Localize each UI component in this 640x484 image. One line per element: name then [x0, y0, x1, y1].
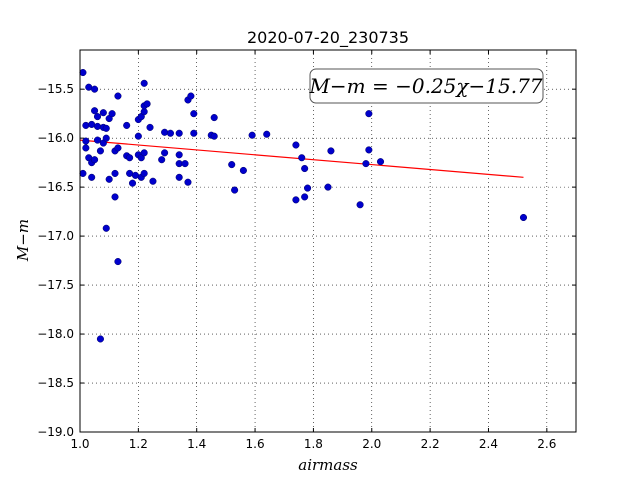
data-point: [91, 107, 99, 115]
data-point: [184, 178, 192, 186]
data-point: [298, 154, 306, 162]
data-point: [79, 68, 87, 77]
data-point: [161, 128, 169, 136]
data-point: [175, 129, 183, 137]
data-point: [128, 179, 137, 187]
data-point: [111, 193, 119, 201]
y-tick-label: −19.0: [37, 425, 74, 439]
data-point: [96, 147, 104, 155]
data-points: [79, 68, 528, 343]
data-point: [105, 175, 113, 183]
chart-title: 2020-07-20_230735: [247, 28, 409, 48]
data-point: [102, 124, 110, 132]
y-tick-label: −17.0: [37, 229, 74, 243]
fit-equation-label: M−m = −0.25χ−15.77: [308, 74, 542, 98]
data-point: [187, 92, 195, 100]
fit-equation-box: M−m = −0.25χ−15.77: [308, 68, 544, 104]
data-point: [79, 169, 87, 177]
x-tick-label: 2.0: [362, 437, 381, 451]
data-point: [93, 136, 102, 144]
data-point: [324, 183, 332, 191]
data-point: [190, 110, 198, 118]
y-tick-label: −17.5: [37, 278, 74, 292]
x-tick-label: 2.6: [537, 437, 556, 451]
y-tick-label: −16.0: [37, 131, 74, 145]
y-tick-label: −15.5: [37, 82, 74, 96]
data-point: [102, 134, 110, 142]
data-point: [365, 146, 373, 154]
data-point: [146, 123, 154, 131]
y-tick-label: −16.5: [37, 180, 74, 194]
data-point: [114, 258, 122, 266]
data-point: [140, 149, 148, 157]
x-tick-label: 1.0: [70, 437, 89, 451]
data-point: [134, 132, 142, 140]
data-point: [91, 156, 99, 164]
data-point: [231, 186, 239, 194]
data-point: [114, 144, 122, 152]
data-point: [158, 156, 166, 164]
data-point: [301, 164, 309, 173]
data-point: [108, 110, 116, 118]
data-point: [210, 114, 218, 122]
data-point: [263, 130, 271, 138]
plot-frame: [79, 49, 577, 433]
data-point: [161, 149, 169, 157]
data-point: [123, 121, 131, 129]
data-point: [181, 160, 189, 168]
data-point: [140, 108, 148, 116]
data-point: [140, 169, 148, 177]
data-point: [210, 132, 218, 140]
y-axis-title: M−m: [14, 219, 32, 262]
data-point: [140, 79, 148, 87]
data-point: [91, 85, 99, 93]
data-point: [99, 109, 107, 117]
data-point: [149, 177, 157, 185]
data-point: [82, 144, 90, 152]
data-point: [248, 131, 256, 139]
x-axis-title: airmass: [298, 456, 358, 474]
data-point: [362, 160, 370, 168]
data-point: [102, 224, 110, 232]
data-point: [292, 141, 300, 149]
y-tick-label: −18.0: [37, 327, 74, 341]
data-point: [126, 154, 134, 162]
data-point: [365, 110, 373, 118]
x-tick-label: 2.4: [479, 437, 498, 451]
fit-equation-frame: [309, 68, 544, 104]
data-point: [292, 196, 300, 204]
data-point: [175, 173, 183, 181]
data-point: [93, 122, 102, 130]
data-point: [239, 166, 247, 175]
data-point: [519, 213, 528, 222]
data-point: [166, 129, 174, 137]
axis-ticks: 1.0 1.2 1.4 1.6 1.8 2.0 2.2 2.4 2.6 −15.5 −16.0 −16…: [37, 50, 576, 451]
data-point: [114, 92, 122, 100]
data-point: [301, 193, 309, 201]
data-point: [327, 147, 335, 155]
data-point: [356, 201, 364, 209]
x-tick-label: 1.2: [129, 437, 148, 451]
data-point: [175, 151, 183, 159]
data-point: [96, 335, 104, 343]
data-point: [190, 129, 198, 137]
y-tick-label: −18.5: [37, 376, 74, 390]
data-point: [111, 169, 119, 177]
data-point: [82, 137, 90, 145]
data-point: [143, 100, 151, 108]
x-tick-label: 1.4: [187, 437, 206, 451]
data-point: [82, 121, 90, 129]
data-point: [93, 113, 102, 121]
data-point: [376, 158, 385, 166]
data-point: [88, 173, 96, 181]
data-point: [228, 161, 236, 169]
data-point: [304, 184, 312, 192]
x-tick-label: 2.2: [421, 437, 440, 451]
x-tick-label: 1.6: [246, 437, 265, 451]
grid-lines: [80, 50, 576, 432]
x-tick-label: 1.8: [304, 437, 323, 451]
